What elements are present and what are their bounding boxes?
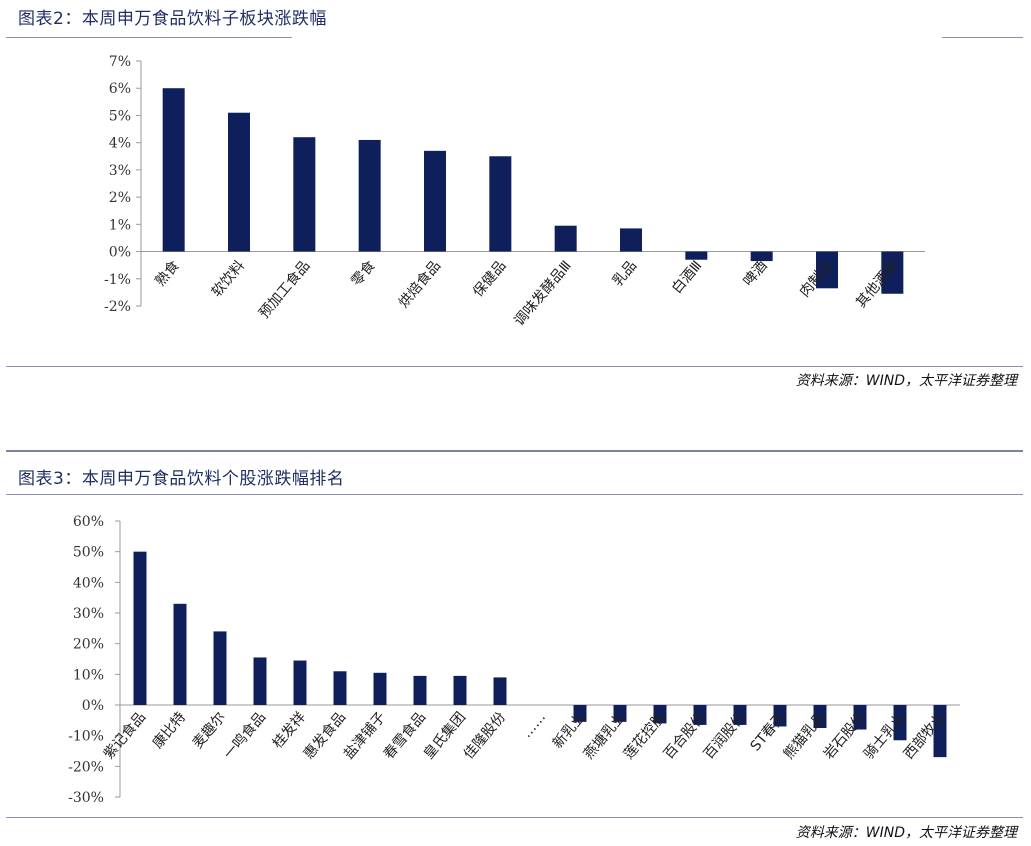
y-tick-label: 40% xyxy=(73,575,104,591)
bar-2 xyxy=(228,112,250,252)
bar-1 xyxy=(162,88,185,252)
y-tick-label: 10% xyxy=(73,667,104,683)
chart2-source: 资料来源：WIND，太平洋证券整理 xyxy=(795,825,1017,841)
category-label: 熊猫乳品 xyxy=(781,709,829,762)
chart1-source: 资料来源：WIND，太平洋证券整理 xyxy=(795,373,1017,389)
y-tick-label: 2% xyxy=(109,190,131,206)
bar-12 xyxy=(881,251,904,294)
bar-17 xyxy=(773,705,787,727)
category-label: 百润股份 xyxy=(701,709,749,762)
category-label: 盐津铺子 xyxy=(341,709,389,762)
category-label: 佳隆股份 xyxy=(461,709,509,762)
category-label: 紫记食品 xyxy=(100,709,149,763)
y-tick-label: -10% xyxy=(68,729,104,745)
category-label: 燕塘乳业 xyxy=(581,709,629,762)
chart2-bottom-rule xyxy=(6,817,1023,818)
category-label: ST春天 xyxy=(748,709,789,754)
bar-18 xyxy=(813,705,827,728)
y-tick-label: 0% xyxy=(109,245,131,261)
y-tick-label: 3% xyxy=(109,163,131,179)
bar-20 xyxy=(893,705,907,741)
bar-15 xyxy=(693,705,707,725)
y-tick-label: 0% xyxy=(82,698,104,714)
category-label: 岩石股份 xyxy=(821,709,869,762)
chart1: -2%-1%0%1%2%3%4%5%6%7%熟食 软饮料 预加工食品 零食 烘焙食品 保健… xyxy=(104,54,925,329)
y-tick-label: 7% xyxy=(109,54,131,70)
bar-8 xyxy=(413,675,427,705)
bar-10 xyxy=(493,677,507,705)
chart1-bottom-rule xyxy=(6,366,1023,367)
category-label: 惠发食品 xyxy=(300,709,349,763)
bar-4 xyxy=(253,657,267,705)
bar-6 xyxy=(489,156,512,252)
category-label: 一鸣食品 xyxy=(220,709,269,763)
bar-6 xyxy=(333,671,347,705)
category-label: 莲花控股 xyxy=(621,709,669,762)
y-tick-label: -20% xyxy=(68,759,104,775)
y-tick-label: 50% xyxy=(73,545,104,561)
bar-5 xyxy=(424,150,446,252)
bar-9 xyxy=(453,675,467,705)
category-label: 麦趣尔 xyxy=(190,709,229,751)
bar-7 xyxy=(373,672,387,705)
category-label: 桂发祥 xyxy=(270,709,309,751)
category-label: …… xyxy=(519,709,549,741)
category-label: 春雪食品 xyxy=(380,709,429,763)
bar-3 xyxy=(293,137,316,252)
y-tick-label: 4% xyxy=(109,136,131,152)
category-label: 皇氏集团 xyxy=(420,709,469,763)
bar-2 xyxy=(173,603,187,705)
y-tick-label: -30% xyxy=(68,790,104,806)
category-label: 康比特 xyxy=(149,709,189,752)
bar-1 xyxy=(133,551,147,705)
bar-4 xyxy=(358,139,381,252)
category-label: 百合股份 xyxy=(661,709,709,762)
chart1-top-rule-left xyxy=(6,37,292,38)
y-tick-label: 60% xyxy=(73,514,104,530)
bar-21 xyxy=(933,705,947,758)
y-tick-label: -2% xyxy=(104,299,131,315)
chart1-top-rule-right xyxy=(942,37,1023,38)
bar-7 xyxy=(554,225,577,252)
bar-12 xyxy=(573,705,587,722)
bar-19 xyxy=(853,705,867,730)
bar-13 xyxy=(613,705,627,722)
y-tick-label: -1% xyxy=(104,272,131,288)
chart2-title: 图表3：本周申万食品饮料个股涨跌幅排名 xyxy=(18,469,345,489)
y-tick-label: 1% xyxy=(109,217,131,233)
y-tick-label: 20% xyxy=(73,637,104,653)
bar-16 xyxy=(733,705,747,725)
bar-9 xyxy=(685,251,708,260)
bar-11 xyxy=(816,251,838,289)
category-label: 新乳业 xyxy=(550,709,589,751)
bar-5 xyxy=(293,660,307,705)
y-tick-label: 30% xyxy=(73,606,104,622)
chart2-top-rule xyxy=(6,450,1023,452)
bar-14 xyxy=(653,705,667,724)
y-tick-label: 6% xyxy=(109,81,131,97)
y-tick-label: 5% xyxy=(109,108,131,124)
bar-3 xyxy=(213,631,227,705)
bar-8 xyxy=(620,228,642,252)
chart2-title-rule xyxy=(6,494,1023,495)
chart1-title: 图表2：本周申万食品饮料子板块涨跌幅 xyxy=(18,9,327,29)
bar-10 xyxy=(750,251,773,262)
